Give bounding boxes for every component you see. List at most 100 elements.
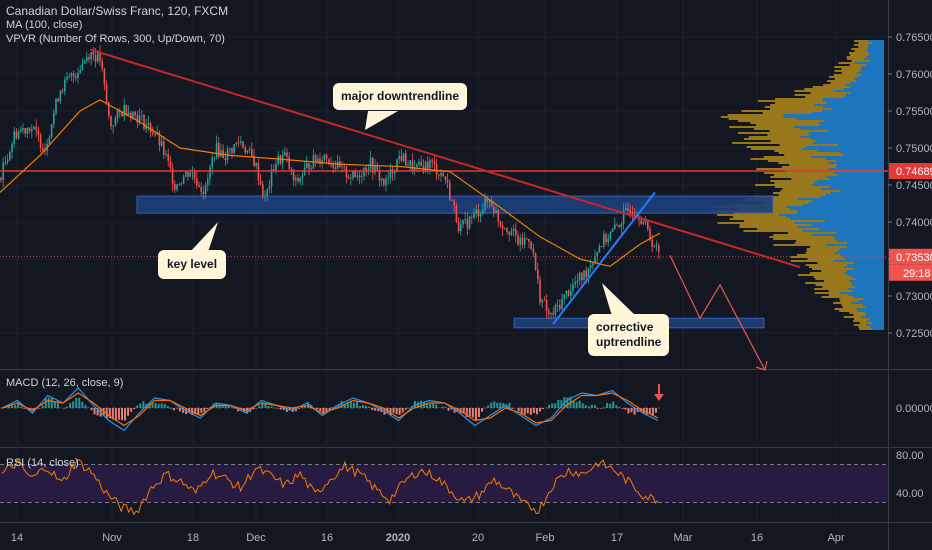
vp-down-bar bbox=[850, 54, 869, 56]
vp-down-bar bbox=[781, 166, 836, 168]
macd-histogram-bar bbox=[535, 408, 538, 415]
macd-histogram-bar bbox=[487, 405, 490, 408]
macd-histogram-bar bbox=[319, 408, 322, 412]
vp-down-bar bbox=[763, 156, 811, 158]
macd-legend[interactable]: MACD (12, 26, close, 9) bbox=[6, 377, 124, 389]
vp-up-bar bbox=[816, 140, 884, 142]
vpvr-legend[interactable]: VPVR (Number Of Rows, 300, Up/Down, 70) bbox=[6, 33, 225, 45]
candle-body bbox=[451, 199, 453, 201]
candle-body bbox=[587, 268, 590, 278]
vp-up-bar bbox=[786, 216, 884, 218]
candle-body bbox=[275, 164, 277, 172]
candle-body bbox=[123, 105, 125, 117]
rsi-legend[interactable]: RSI (14, close) bbox=[6, 457, 79, 469]
vp-up-bar bbox=[786, 206, 884, 208]
downtrend-callout-pointer bbox=[365, 111, 398, 130]
macd-histogram-bar bbox=[172, 408, 175, 411]
uptrend-line bbox=[552, 191, 656, 325]
candle-body bbox=[385, 178, 387, 186]
candle-body bbox=[464, 219, 466, 221]
candle-body bbox=[460, 224, 462, 232]
vp-up-bar bbox=[805, 146, 884, 148]
candle-body bbox=[394, 172, 396, 174]
vp-up-bar bbox=[851, 302, 884, 304]
vp-down-bar bbox=[763, 202, 809, 204]
vp-down-bar bbox=[833, 74, 862, 76]
macd-histogram-bar bbox=[90, 408, 93, 411]
candle-body bbox=[50, 124, 53, 138]
vp-up-bar bbox=[842, 256, 884, 258]
macd-histogram-bar bbox=[47, 397, 50, 408]
macd-histogram-bar bbox=[166, 405, 169, 408]
ma-legend[interactable]: MA (100, close) bbox=[6, 19, 83, 31]
vp-down-bar bbox=[756, 168, 829, 170]
vp-down-bar bbox=[847, 58, 865, 60]
vp-up-bar bbox=[797, 226, 884, 228]
time-tick-label: 2020 bbox=[386, 532, 410, 544]
vp-down-bar bbox=[746, 146, 806, 148]
candle-body bbox=[554, 305, 557, 315]
candle-body bbox=[268, 186, 271, 190]
vp-up-bar bbox=[809, 132, 884, 134]
macd-histogram-bar bbox=[490, 402, 493, 408]
vp-up-bar bbox=[833, 236, 884, 238]
vp-down-bar bbox=[784, 154, 844, 156]
macd-histogram-bar bbox=[340, 401, 343, 408]
vp-up-bar bbox=[814, 182, 884, 184]
macd-histogram-bar bbox=[108, 408, 111, 419]
vp-up-bar bbox=[800, 128, 884, 130]
candle-body bbox=[655, 245, 658, 247]
vp-up-bar bbox=[796, 118, 884, 120]
candle-body bbox=[625, 207, 627, 211]
vp-up-bar bbox=[844, 266, 884, 268]
macd-histogram-bar bbox=[178, 408, 181, 412]
vp-up-bar bbox=[866, 64, 884, 66]
vp-down-bar bbox=[858, 46, 869, 48]
macd-histogram-bar bbox=[566, 397, 569, 408]
macd-histogram-bar bbox=[429, 403, 432, 408]
rsi-line bbox=[1, 458, 659, 516]
macd-histogram-bar bbox=[117, 408, 120, 420]
macd-histogram-bar bbox=[282, 408, 285, 410]
time-tick-label: 16 bbox=[321, 532, 333, 544]
macd-histogram-bar bbox=[20, 406, 23, 408]
vp-up-bar bbox=[826, 102, 884, 104]
time-tick-label: Mar bbox=[674, 532, 693, 544]
macd-histogram-bar bbox=[224, 406, 227, 408]
vp-up-bar bbox=[835, 166, 884, 168]
macd-histogram-bar bbox=[606, 402, 609, 408]
vp-down-bar bbox=[806, 248, 841, 250]
vp-down-bar bbox=[834, 78, 855, 80]
candle-body bbox=[543, 299, 546, 301]
candle-body bbox=[343, 166, 345, 167]
vp-down-bar bbox=[834, 66, 862, 68]
vp-up-bar bbox=[866, 314, 884, 316]
vp-up-bar bbox=[854, 268, 884, 270]
vp-up-bar bbox=[813, 200, 884, 202]
candle-body bbox=[548, 311, 550, 314]
candle-body bbox=[33, 126, 35, 130]
vp-up-bar bbox=[833, 172, 884, 174]
vp-up-bar bbox=[867, 48, 884, 50]
macd-histogram-bar bbox=[93, 408, 96, 415]
candle-body bbox=[308, 163, 310, 170]
time-axis[interactable]: 14 Nov 18 Dec 16 2020 20 Feb 17 Mar 16 Apr bbox=[11, 532, 845, 544]
vp-down-bar bbox=[812, 86, 852, 88]
candle-body bbox=[651, 239, 653, 247]
macd-histogram-bar bbox=[416, 401, 419, 408]
vp-down-bar bbox=[757, 228, 820, 230]
candle-body bbox=[130, 112, 132, 118]
candle-body bbox=[158, 132, 161, 146]
vp-up-bar bbox=[821, 188, 884, 190]
symbol-title[interactable]: Canadian Dollar/Swiss Franc, 120, FXCM bbox=[6, 4, 229, 18]
candle-body bbox=[358, 175, 361, 178]
vp-up-bar bbox=[840, 248, 884, 250]
macd-histogram-bar bbox=[343, 403, 346, 408]
price-tick-label: 0.76000 bbox=[896, 69, 932, 81]
vp-up-bar bbox=[783, 116, 884, 118]
vp-down-bar bbox=[805, 264, 848, 266]
candle-body bbox=[83, 61, 86, 64]
candle-body bbox=[26, 127, 29, 134]
candle-body bbox=[198, 184, 200, 187]
